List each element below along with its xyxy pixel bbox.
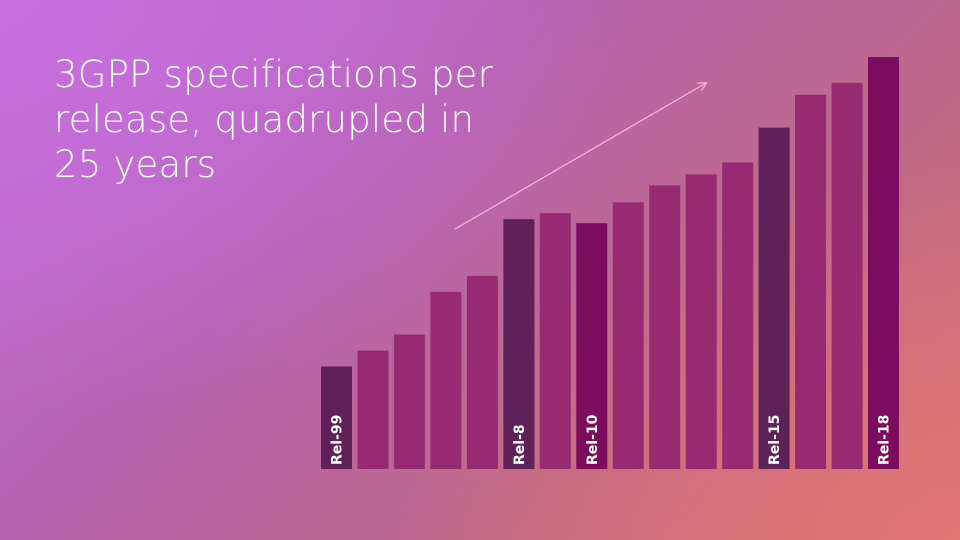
bar-labels-group: Rel-99 Rel-8 Rel-10 Rel-15 Rel-18 [330,414,893,465]
bar-1 [357,350,389,469]
bar-0 [321,366,352,469]
bar-7 [576,223,608,469]
bar-label-7: Rel-10 [585,414,601,465]
bar-label-5: Rel-8 [512,424,528,465]
bar-label-15: Rel-18 [877,415,893,465]
bar-14 [831,82,863,470]
bar-6 [539,213,571,469]
bar-9 [649,185,681,469]
bar-8 [612,202,644,470]
bar-13 [795,94,827,470]
bar-4 [466,275,498,469]
bars-group [321,57,899,470]
trend-arrow [454,83,706,230]
bar-label-0: Rel-99 [330,415,346,465]
bar-10 [685,174,717,469]
bar-11 [722,162,754,469]
bar-5 [503,219,535,469]
bar-label-12: Rel-15 [767,415,783,465]
bar-15 [868,57,899,469]
bar-12 [758,127,790,469]
slide-title: 3GPP specifications per release, quadrup… [54,53,494,187]
bar-3 [430,291,462,469]
bar-2 [393,334,425,469]
